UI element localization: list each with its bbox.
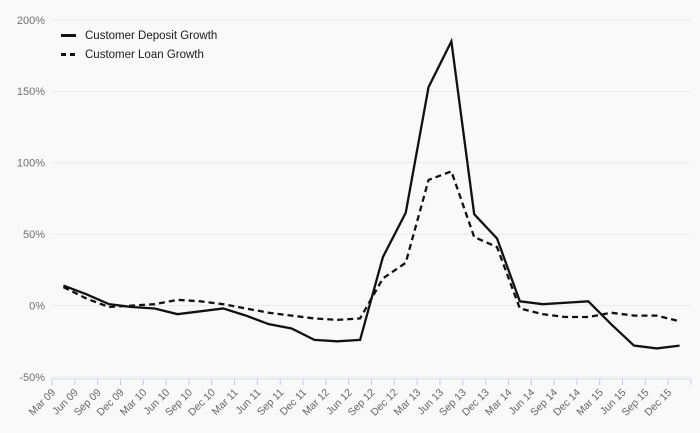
- legend-item-loan: Customer Loan Growth: [61, 45, 217, 64]
- deposit-growth-line: [63, 37, 680, 350]
- legend-item-deposit: Customer Deposit Growth: [61, 26, 217, 45]
- y-axis-tick-label: 200%: [17, 15, 45, 27]
- y-axis-tick-label: -50%: [19, 372, 45, 384]
- y-axis-tick-label: 150%: [17, 86, 45, 98]
- chart-legend: Customer Deposit Growth Customer Loan Gr…: [61, 26, 217, 64]
- y-axis-tick-label: 0%: [29, 300, 45, 312]
- solid-line-swatch-icon: [61, 34, 76, 37]
- y-axis-tick-label: 100%: [17, 158, 45, 170]
- loan-growth-line: [62, 169, 680, 323]
- legend-label-deposit: Customer Deposit Growth: [85, 29, 218, 42]
- y-axis-tick-label: 50%: [23, 229, 45, 241]
- legend-label-loan: Customer Loan Growth: [85, 48, 204, 61]
- x-axis-tick-label: Mar 11: [210, 387, 241, 418]
- dashed-line-swatch-icon: [61, 53, 76, 56]
